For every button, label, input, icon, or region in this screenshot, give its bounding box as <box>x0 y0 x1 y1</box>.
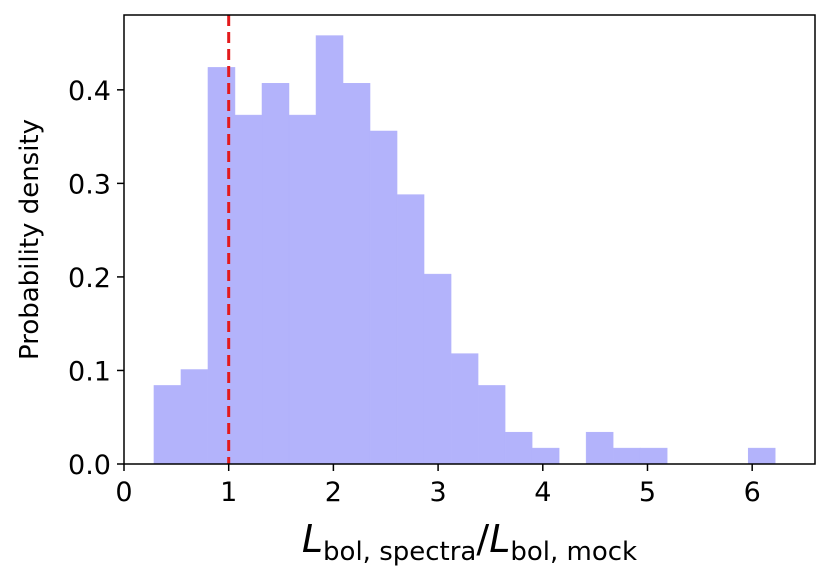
x-tick-label: 0 <box>115 477 132 508</box>
y-axis-ticks: 0.0 0.1 0.2 0.3 0.4 <box>68 76 124 481</box>
x-label-subscript-2: bol, mock <box>510 537 637 567</box>
x-label-subscript-1: bol, spectra <box>323 537 476 567</box>
histogram-bar <box>639 447 668 465</box>
x-axis-ticks: 0 1 2 3 4 5 6 <box>115 464 761 508</box>
histogram-bar <box>369 130 398 465</box>
histogram-bar <box>234 114 263 465</box>
histogram-bar <box>261 83 290 465</box>
y-tick-label: 0.4 <box>68 76 111 107</box>
histogram-bar <box>423 273 452 465</box>
x-label-symbol-2: L <box>489 517 510 561</box>
x-tick-label: 2 <box>325 477 342 508</box>
y-tick-label: 0.0 <box>68 450 111 481</box>
histogram-bar <box>477 385 506 465</box>
x-label-separator: / <box>476 517 489 561</box>
y-axis-label: Probability density <box>15 119 45 360</box>
x-tick-label: 1 <box>220 477 237 508</box>
histogram-bar <box>585 431 614 465</box>
y-tick-label: 0.1 <box>68 356 111 387</box>
histogram-bar <box>342 83 371 465</box>
histogram-bars <box>153 35 776 465</box>
histogram-bar <box>315 35 344 465</box>
x-tick-label: 4 <box>534 477 551 508</box>
histogram-bar <box>288 114 317 465</box>
histogram-bar <box>153 385 182 465</box>
x-tick-label: 6 <box>744 477 761 508</box>
plot-frame <box>123 14 816 465</box>
x-tick-label: 5 <box>639 477 656 508</box>
histogram-bar <box>504 431 533 465</box>
histogram-bar <box>531 447 560 465</box>
histogram-bar <box>450 353 479 465</box>
x-axis-label: Lbol, spectra/Lbol, mock <box>302 517 637 567</box>
histogram-bar <box>747 447 776 465</box>
histogram-bar <box>396 194 425 465</box>
x-tick-label: 3 <box>429 477 446 508</box>
histogram-bar <box>612 447 641 465</box>
histogram-bar <box>180 369 209 465</box>
histogram-bar <box>207 67 236 465</box>
y-tick-label: 0.2 <box>68 263 111 294</box>
x-label-symbol-1: L <box>302 517 323 561</box>
y-tick-label: 0.3 <box>68 169 111 200</box>
